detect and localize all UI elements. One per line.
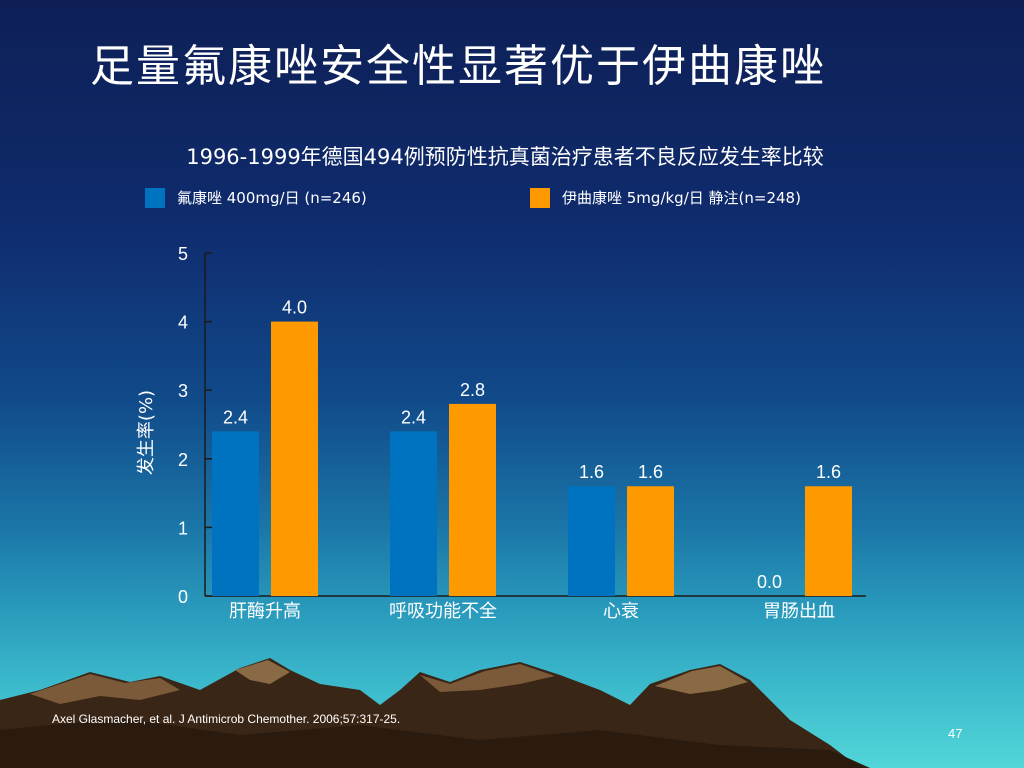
legend-label-fluconazole: 氟康唑 400mg/日 (n=246) [177,189,367,207]
slide-title: 足量氟康唑安全性显著优于伊曲康唑 [90,41,826,92]
y-tick-label: 3 [178,381,188,401]
y-tick-label: 0 [178,587,188,607]
y-tick-label: 2 [178,450,188,470]
x-tick-label: 呼吸功能不全 [389,601,497,622]
citation: Axel Glasmacher, et al. J Antimicrob Che… [52,712,401,726]
data-label: 2.4 [223,407,248,427]
legend-item-itraconazole: 伊曲康唑 5mg/kg/日 静注(n=248) [530,187,801,208]
data-label: 1.6 [638,462,663,482]
data-label: 2.8 [460,380,485,400]
y-tick-label: 4 [178,313,188,333]
page-number: 47 [948,726,963,741]
bar-itraconazole [271,321,318,596]
bar-itraconazole [805,486,852,596]
y-tick-label: 1 [178,518,188,538]
legend-item-fluconazole: 氟康唑 400mg/日 (n=246) [145,187,367,208]
bar-fluconazole [568,486,615,596]
chart-title: 1996-1999年德国494例预防性抗真菌治疗患者不良反应发生率比较 [186,145,824,169]
legend-swatch-blue [145,187,165,208]
data-label: 1.6 [579,462,604,482]
data-label: 1.6 [816,462,841,482]
data-label: 4.0 [282,298,307,318]
x-tick-label: 心衰 [603,601,639,622]
y-axis-label: 发生率(%) [136,390,157,475]
data-label: 0.0 [757,572,782,592]
x-tick-label: 肝酶升高 [229,601,301,622]
bar-fluconazole [390,431,437,596]
bar-fluconazole [212,431,259,596]
data-label: 2.4 [401,407,426,427]
bar-itraconazole [627,486,674,596]
y-tick-label: 5 [178,244,188,264]
legend-swatch-orange [530,187,550,208]
bar-itraconazole [449,403,496,596]
x-tick-label: 胃肠出血 [763,601,835,622]
legend-label-itraconazole: 伊曲康唑 5mg/kg/日 静注(n=248) [562,189,801,207]
